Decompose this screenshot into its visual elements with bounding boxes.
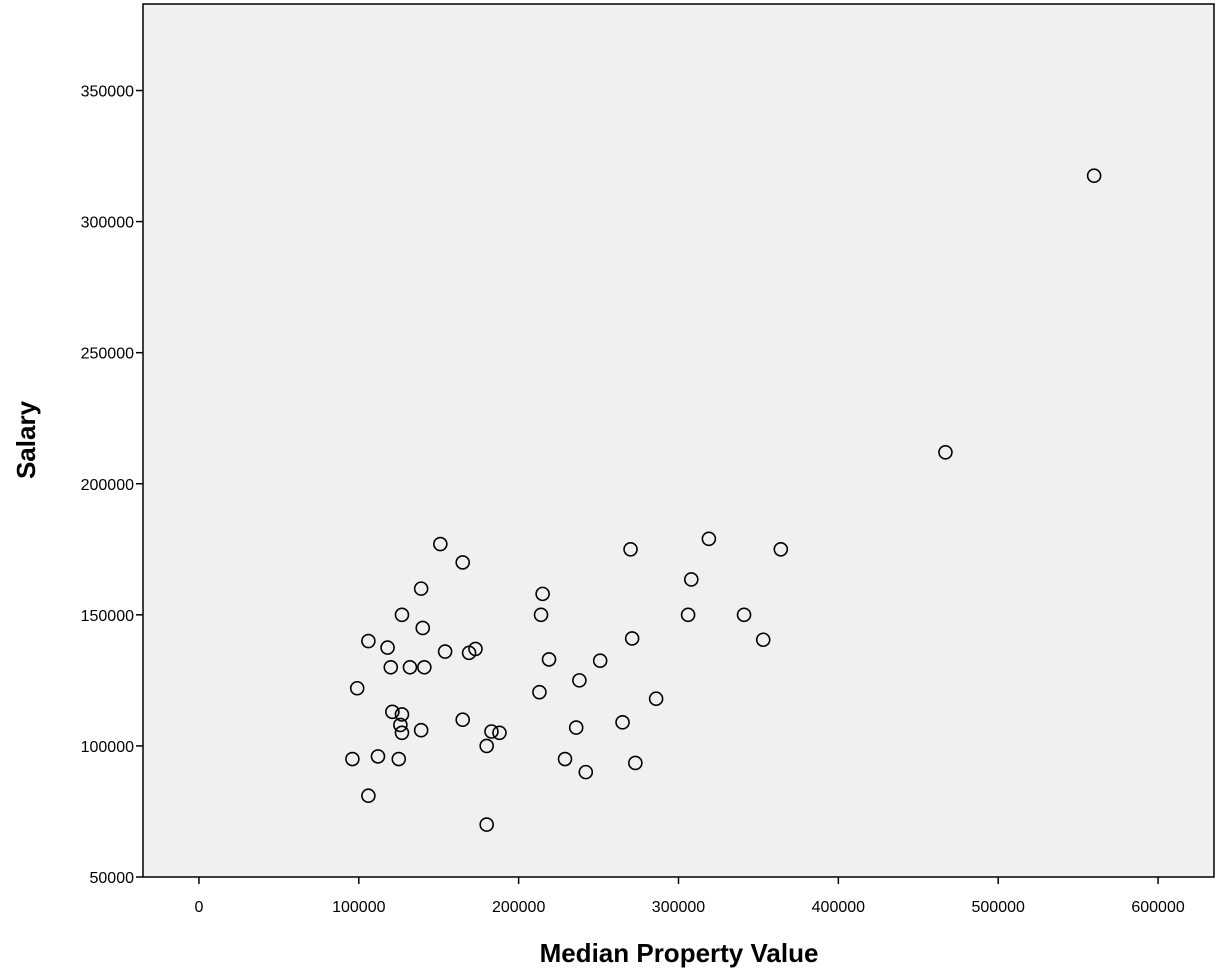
x-tick-label: 0: [194, 899, 203, 916]
y-tick-label: 200000: [81, 477, 134, 494]
x-tick-label: 500000: [972, 899, 1025, 916]
data-point: [773, 541, 789, 557]
y-tick-label: 50000: [90, 870, 135, 887]
data-point: [532, 684, 547, 700]
data-point: [479, 738, 494, 754]
y-tick-label: 250000: [81, 346, 134, 363]
data-point: [413, 581, 429, 596]
data-point: [433, 536, 448, 552]
data-point: [361, 633, 376, 649]
x-tick-label: 600000: [1131, 899, 1184, 916]
data-point: [572, 673, 587, 688]
data-point: [394, 607, 410, 623]
data-point: [615, 715, 630, 730]
data-point: [623, 541, 638, 557]
data-point: [680, 607, 696, 623]
data-point: [461, 645, 477, 661]
data-point: [345, 751, 360, 767]
data-point: [648, 691, 664, 707]
data-point: [349, 680, 365, 696]
data-point: [394, 725, 410, 741]
data-point: [701, 531, 717, 547]
data-point: [417, 659, 432, 675]
data-point: [394, 707, 410, 722]
data-point: [385, 704, 400, 720]
data-point: [683, 572, 699, 587]
y-tick-label: 100000: [81, 739, 134, 756]
data-point: [557, 751, 573, 767]
data-point: [1086, 168, 1102, 184]
data-point: [592, 653, 608, 669]
data-point: [533, 607, 549, 623]
data-point: [361, 788, 376, 804]
data-point: [455, 712, 471, 728]
y-tick-label: 150000: [81, 608, 134, 625]
data-point: [391, 751, 407, 767]
data-point: [413, 722, 429, 738]
data-point: [628, 755, 643, 771]
data-point: [402, 659, 418, 675]
data-point: [380, 640, 395, 655]
y-tick-label: 300000: [81, 215, 134, 232]
data-point: [370, 749, 386, 764]
data-point: [479, 817, 494, 832]
data-point: [492, 725, 507, 741]
y-tick-label: 350000: [81, 84, 134, 101]
data-point: [437, 644, 453, 659]
data-point: [484, 724, 499, 739]
x-tick-label: 200000: [492, 899, 545, 916]
data-point: [578, 764, 594, 780]
data-points: [345, 168, 1102, 832]
data-point: [535, 586, 550, 602]
data-point: [455, 555, 471, 570]
y-axis: 50000 100000 150000 200000 250000 300000 35000…: [81, 84, 143, 887]
data-point: [755, 632, 771, 648]
y-axis-title: Salary: [11, 400, 41, 479]
x-tick-label: 300000: [652, 899, 705, 916]
data-point: [383, 659, 399, 675]
data-point: [541, 652, 557, 667]
data-point: [393, 717, 408, 733]
data-point: [736, 607, 752, 623]
data-point: [938, 444, 953, 460]
data-point: [624, 631, 640, 646]
plot-area: [142, 3, 1215, 878]
x-tick-label: 100000: [332, 899, 385, 916]
x-axis: 0 100000 200000 300000 400000 500000 600000: [194, 877, 1185, 916]
data-point: [568, 720, 584, 735]
x-axis-title: Median Property Value: [540, 938, 819, 968]
data-point: [415, 620, 431, 636]
x-tick-label: 400000: [812, 899, 865, 916]
